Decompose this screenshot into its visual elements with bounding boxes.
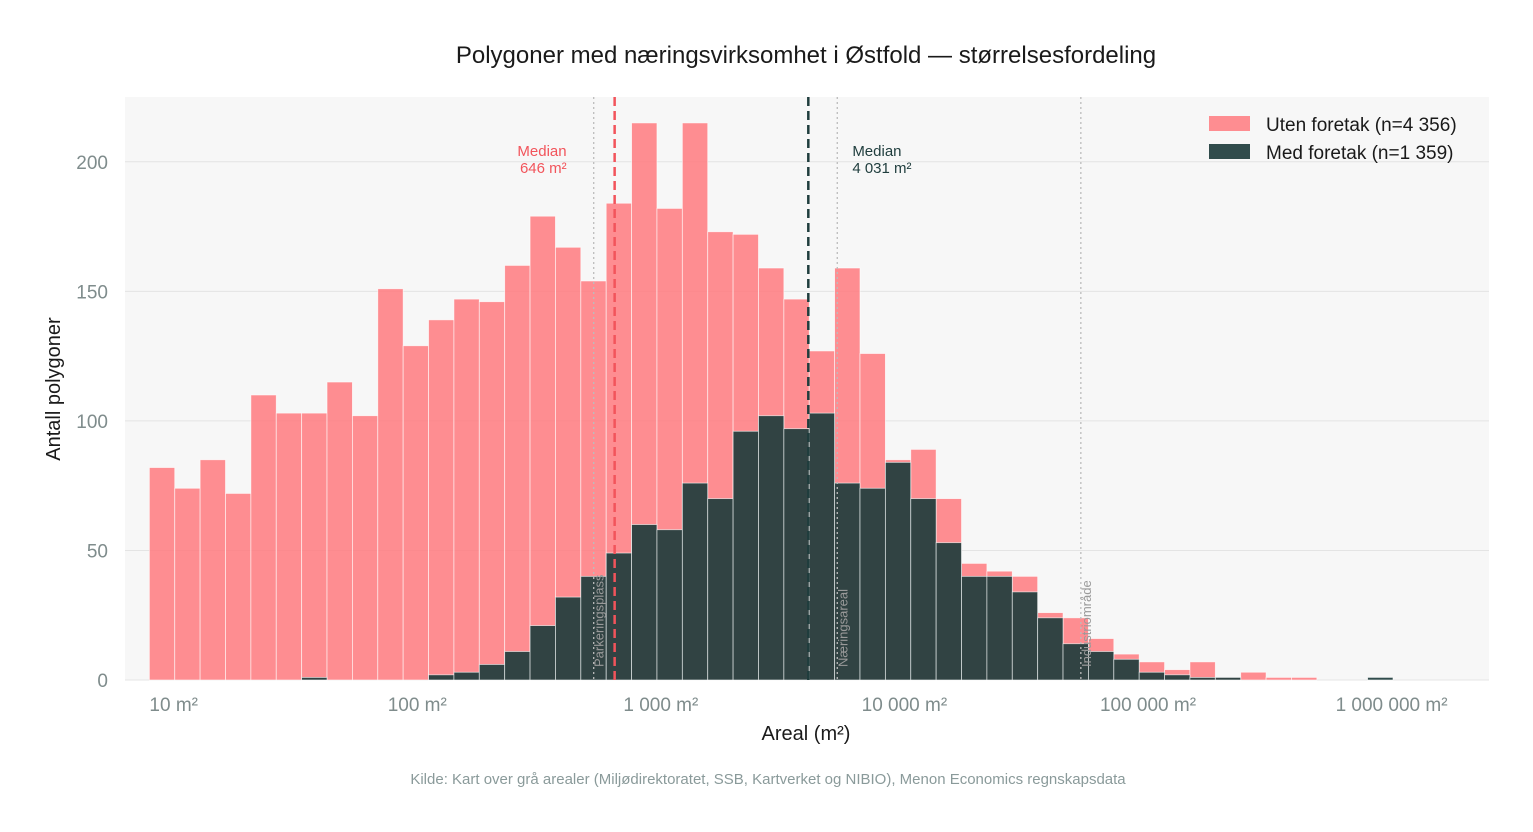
x-tick-label: 10 m² — [149, 695, 198, 716]
legend-label: Med foretak (n=1 359) — [1266, 143, 1453, 164]
histogram-bar — [732, 430, 759, 681]
histogram-bar — [1113, 658, 1140, 681]
reference-lines: Parkeringsplass Næringsareal Industriområd… — [592, 97, 1094, 680]
histogram-bar — [1214, 677, 1242, 681]
reference-line-label: Parkeringsplass — [592, 574, 607, 667]
histogram-bar — [351, 415, 379, 681]
y-axis-label: Antall polygoner — [43, 317, 65, 461]
histogram-bar — [326, 381, 353, 681]
median-label: Median — [517, 143, 566, 160]
histogram-bar — [834, 482, 861, 681]
histogram-bar — [504, 651, 531, 681]
histogram-bar — [808, 412, 836, 681]
x-tick-label: 1 000 000 m² — [1336, 695, 1448, 716]
histogram-bar — [681, 482, 709, 681]
histogram-bar — [275, 412, 303, 681]
histogram-bar — [1011, 591, 1039, 681]
histogram-bar — [377, 288, 404, 681]
histogram-bar — [301, 412, 328, 681]
legend-label: Uten foretak (n=4 356) — [1266, 115, 1457, 136]
x-tick-label: 1 000 m² — [623, 695, 698, 716]
histogram-bar — [1037, 617, 1064, 681]
histogram-bar — [758, 415, 785, 681]
histogram-bar — [428, 674, 455, 681]
histogram-bar — [1164, 674, 1191, 681]
histogram-bar — [1189, 677, 1216, 681]
median-value-label: 646 m² — [520, 160, 567, 177]
histogram-bar — [605, 552, 632, 681]
histogram-bar — [631, 524, 658, 681]
median-value-label: 4 031 m² — [852, 160, 911, 177]
histogram-bar — [1367, 677, 1394, 681]
x-tick-label: 10 000 m² — [862, 695, 948, 716]
histogram-bar — [199, 459, 226, 681]
y-tick-label: 50 — [87, 541, 108, 562]
histogram-bar — [859, 487, 886, 681]
histogram-bar — [453, 298, 480, 681]
histogram-bar — [884, 461, 912, 681]
median-label: Median — [852, 143, 901, 160]
histogram-bar — [707, 498, 734, 681]
histogram-bar — [529, 625, 556, 681]
reference-line-label: Industriområde — [1079, 580, 1094, 667]
source-note: Kilde: Kart over grå arealer (Miljødirek… — [410, 771, 1126, 788]
histogram-bar — [250, 394, 277, 681]
histogram-bar — [1062, 643, 1089, 681]
histogram-bar — [529, 215, 556, 681]
histogram-bar — [1138, 671, 1165, 681]
histogram-bar — [1240, 671, 1267, 681]
y-axis-ticks: 0 50 100 150 200 — [76, 153, 108, 692]
histogram-bar — [1265, 677, 1292, 681]
y-tick-label: 0 — [97, 671, 108, 692]
histogram-bar — [301, 677, 328, 681]
histogram-bar — [478, 301, 506, 681]
x-axis-label: Areal (m²) — [762, 723, 851, 745]
histogram-bar — [402, 345, 429, 681]
legend: Uten foretak (n=4 356) Med foretak (n=1 3… — [1209, 115, 1457, 164]
chart-title: Polygoner med næringsvirksomhet i Østfol… — [456, 42, 1156, 69]
histogram-bar — [174, 487, 201, 681]
legend-swatch — [1209, 116, 1250, 131]
histogram-bar — [504, 265, 531, 681]
y-tick-label: 200 — [76, 153, 108, 174]
histogram-bar — [783, 428, 810, 681]
histogram-bar — [453, 671, 480, 681]
histogram-bar — [910, 498, 937, 681]
histogram-bar — [478, 664, 506, 681]
histogram-bar — [656, 529, 683, 681]
reference-line-label: Næringsareal — [835, 589, 850, 667]
histogram-bar — [428, 319, 455, 681]
histogram-bar — [935, 542, 962, 681]
histogram-bar — [1291, 677, 1318, 681]
histogram-bar — [986, 575, 1013, 681]
histogram-bar — [961, 575, 988, 681]
legend-swatch — [1209, 144, 1250, 159]
x-tick-label: 100 000 m² — [1100, 695, 1196, 716]
x-axis-ticks: 10 m² 100 m² 1 000 m² 10 000 m² 100 000 m² 1 … — [149, 695, 1447, 716]
histogram-bar — [225, 493, 252, 681]
x-tick-label: 100 m² — [388, 695, 447, 716]
y-tick-label: 150 — [76, 282, 108, 303]
histogram-bar — [148, 467, 176, 681]
y-tick-label: 100 — [76, 412, 108, 433]
histogram-bar — [555, 596, 582, 681]
